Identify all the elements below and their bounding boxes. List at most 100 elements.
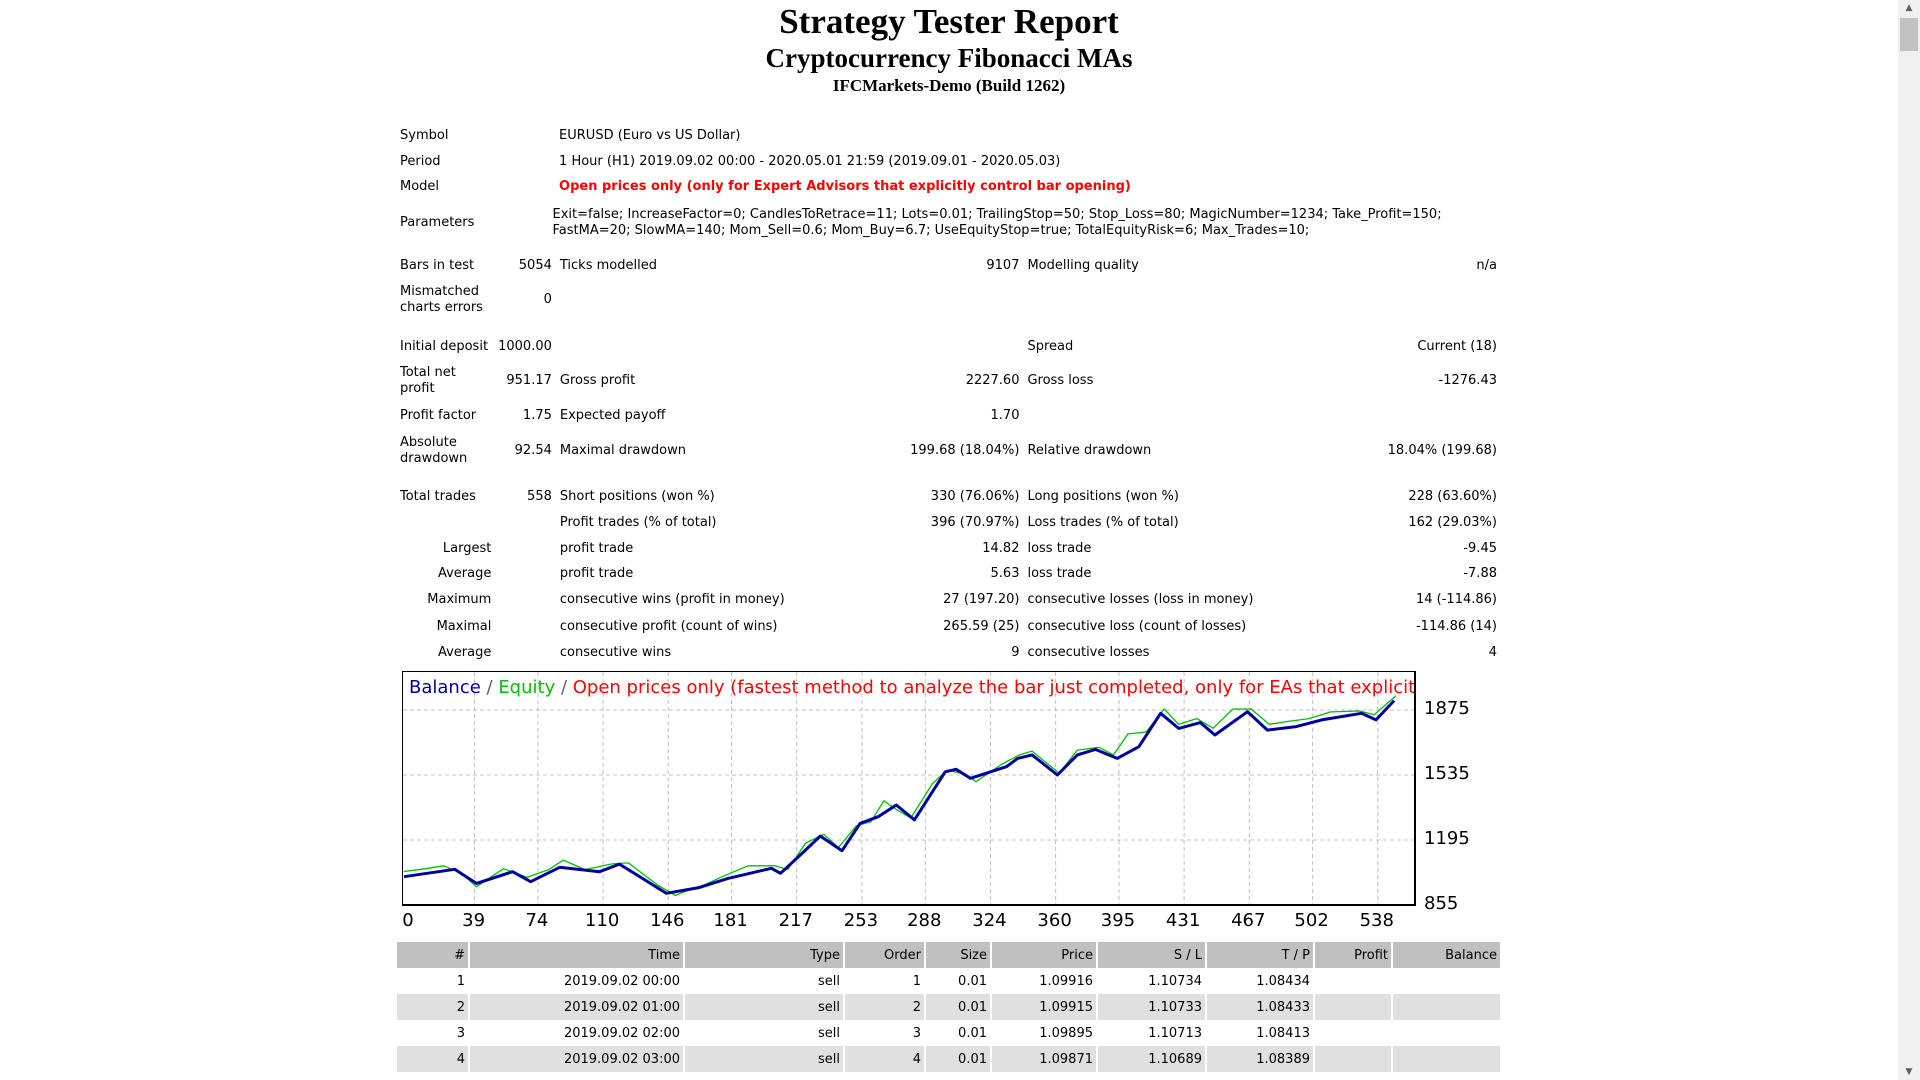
x-tick-label: 74	[525, 910, 549, 931]
table-cell: 1	[397, 968, 470, 994]
stat-value: 330 (76.06%)	[930, 489, 1020, 504]
stat-value: -9.45	[1463, 541, 1497, 556]
symbol-row: Symbol EURUSD (Euro vs US Dollar)	[400, 121, 1497, 151]
x-tick-label: 39	[462, 910, 486, 931]
table-cell	[1392, 1046, 1502, 1072]
symbol-value: EURUSD (Euro vs US Dollar)	[559, 128, 741, 143]
stat-label: Bars in test	[400, 258, 475, 273]
chart-plot	[403, 672, 1414, 904]
y-tick-label: 1875	[1424, 698, 1470, 719]
stat-label: Maximal drawdown	[559, 443, 687, 458]
balance-line	[403, 699, 1396, 895]
stat-label: loss trade	[1027, 566, 1092, 581]
stat-label: Average	[437, 566, 492, 581]
table-cell: 2019.09.02 01:00	[469, 994, 685, 1020]
scrollbar-thumb[interactable]	[1900, 18, 1918, 51]
column-header: Time	[469, 942, 685, 968]
table-cell: 4	[844, 1046, 926, 1072]
stat-label: Total net profit	[400, 365, 456, 396]
period-row: Period 1 Hour (H1) 2019.09.02 00:00 - 20…	[400, 147, 1497, 177]
column-header: Price	[991, 942, 1098, 968]
table-cell: 1	[844, 968, 926, 994]
stat-label: Gross profit	[559, 373, 636, 388]
stat-label: consecutive wins (profit in money)	[559, 592, 785, 607]
stat-label: Loss trades (% of total)	[1027, 515, 1179, 530]
net-profit-row: Total net profit 951.17 Gross profit 2227.6…	[400, 365, 1497, 396]
stat-value: 1.70	[990, 408, 1020, 423]
table-row: 1 2019.09.02 00:00 sell 1 0.01 1.09916 1.10734…	[397, 968, 1502, 994]
stat-value: n/a	[1476, 258, 1497, 273]
table-cell: 4	[397, 1046, 470, 1072]
period-value: 1 Hour (H1) 2019.09.02 00:00 - 2020.05.0…	[559, 154, 1061, 169]
deposit-row: Initial deposit 1000.00 Spread Current (18)	[400, 332, 1497, 362]
table-row: 2 2019.09.02 01:00 sell 2 0.01 1.09915 1.10733…	[397, 994, 1502, 1020]
stat-label: profit trade	[559, 566, 634, 581]
table-row: 4 2019.09.02 03:00 sell 4 0.01 1.09871 1.10689…	[397, 1046, 1502, 1072]
table-cell: 1.08413	[1206, 1020, 1315, 1046]
stat-value: -7.88	[1463, 566, 1497, 581]
stat-value: 162 (29.03%)	[1408, 515, 1497, 530]
balance-equity-chart: Balance / Equity / Open prices only (fas…	[402, 671, 1416, 906]
chart-legend: Balance / Equity / Open prices only (fas…	[409, 677, 1414, 698]
stat-label: Modelling quality	[1027, 258, 1139, 273]
y-tick-label: 1195	[1424, 828, 1470, 849]
stat-label: Relative drawdown	[1027, 443, 1152, 458]
stat-label: Profit factor	[400, 408, 477, 423]
maximum-row: Maximum consecutive wins (profit in money…	[400, 585, 1497, 615]
stat-label: consecutive losses (loss in money)	[1027, 592, 1254, 607]
stat-label: Largest	[442, 541, 492, 556]
report-title: Strategy Tester Report	[779, 2, 1119, 41]
stat-label: Expected payoff	[559, 408, 666, 423]
y-tick-label: 855	[1424, 893, 1459, 914]
stat-value: 228 (63.60%)	[1408, 489, 1497, 504]
legend-separator: /	[555, 677, 573, 698]
column-header: Balance	[1392, 942, 1502, 968]
model-row: Model Open prices only (only for Expert …	[400, 172, 1497, 202]
x-tick-label: 538	[1359, 910, 1394, 931]
stat-label: Total trades	[400, 489, 476, 504]
stat-value: 396 (70.97%)	[930, 515, 1020, 530]
x-tick-label: 146	[650, 910, 685, 931]
stat-value: 2227.60	[965, 373, 1020, 388]
x-tick-label: 181	[713, 910, 748, 931]
stat-value: 4	[1488, 645, 1497, 660]
stat-label: Long positions (won %)	[1027, 489, 1179, 504]
scroll-up-icon[interactable]: ▲	[1905, 3, 1913, 13]
table-cell	[1314, 1046, 1393, 1072]
table-cell	[1314, 1020, 1393, 1046]
table-cell: 0.01	[925, 994, 992, 1020]
column-header: S / L	[1097, 942, 1207, 968]
stat-value: 1.75	[522, 408, 552, 423]
table-cell	[1314, 968, 1393, 994]
stat-value: 9	[1011, 645, 1020, 660]
table-cell: 1.09895	[991, 1020, 1098, 1046]
column-header: T / P	[1206, 942, 1315, 968]
column-header: Profit	[1314, 942, 1393, 968]
stat-value: -1276.43	[1438, 373, 1497, 388]
stat-label: consecutive losses	[1027, 645, 1150, 660]
vertical-scrollbar[interactable]: ▲ ▼	[1898, 0, 1920, 1080]
symbol-label: Symbol	[400, 128, 449, 143]
stat-label: consecutive loss (count of losses)	[1027, 619, 1247, 634]
x-tick-label: 395	[1100, 910, 1136, 931]
stat-value: 18.04% (199.68)	[1387, 443, 1497, 458]
table-cell: 1.10734	[1097, 968, 1207, 994]
x-tick-label: 467	[1231, 910, 1266, 931]
x-tick-label: 253	[843, 910, 879, 931]
scroll-down-icon[interactable]: ▼	[1905, 1067, 1913, 1077]
table-row: 3 2019.09.02 02:00 sell 3 0.01 1.09895 1.10713…	[397, 1020, 1502, 1046]
profit-factor-row: Profit factor 1.75 Expected payoff 1.70	[400, 401, 1497, 431]
maximal-row: Maximal consecutive profit (count of wins…	[400, 612, 1497, 642]
stat-label: Absolute drawdown	[400, 435, 468, 466]
x-tick-label: 110	[584, 910, 620, 931]
column-header: Type	[684, 942, 845, 968]
stat-label: consecutive profit (count of wins)	[559, 619, 778, 634]
table-cell: 0.01	[925, 968, 992, 994]
table-cell: 1.08433	[1206, 994, 1315, 1020]
column-header: Size	[925, 942, 992, 968]
table-cell: 1.10689	[1097, 1046, 1207, 1072]
table-cell: 3	[397, 1020, 470, 1046]
table-cell: 1.09871	[991, 1046, 1098, 1072]
table-cell: 2019.09.02 00:00	[469, 968, 685, 994]
